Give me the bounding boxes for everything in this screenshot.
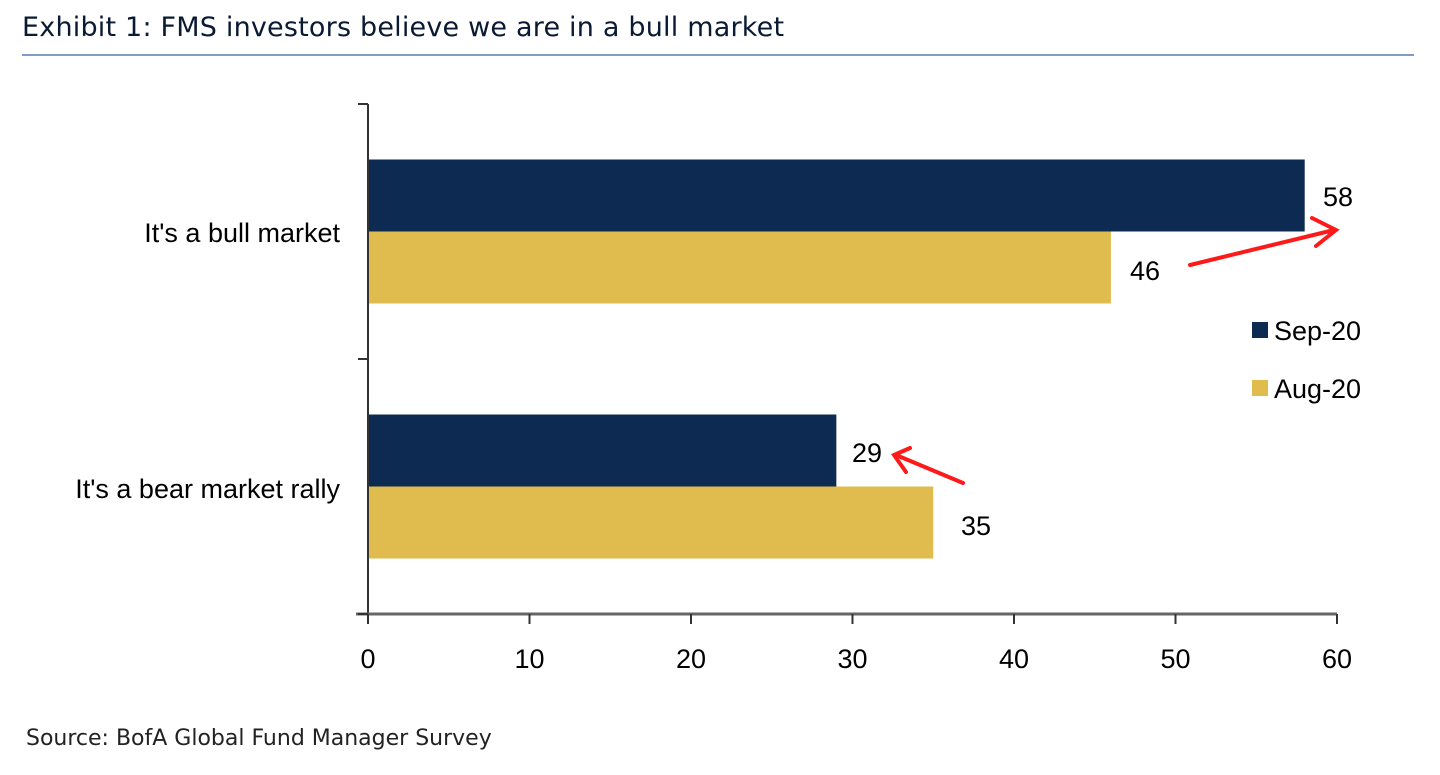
bar-bull-aug-20 [368,231,1111,304]
data-label-bear-aug: 35 [961,511,991,541]
x-tick-label: 0 [360,644,375,674]
arrow-decrease [890,446,965,485]
legend-swatch-aug [1252,380,1268,396]
bar-bear-sep-20 [368,414,837,487]
chart-title: Exhibit 1: FMS investors believe we are … [22,12,785,43]
data-label-bull-aug: 46 [1130,256,1160,286]
category-label-bull: It's a bull market [144,218,340,248]
legend-swatch-sep [1252,322,1268,338]
category-label-bear: It's a bear market rally [75,474,340,504]
arrow-increase [1188,216,1340,267]
legend-label-aug: Aug-20 [1274,374,1361,404]
x-tick-label: 10 [514,644,544,674]
data-label-bear-sep: 29 [852,438,882,468]
x-tick-label: 30 [837,644,867,674]
bar-bull-sep-20 [368,159,1305,232]
legend-label-sep: Sep-20 [1274,316,1361,346]
x-tick-label: 20 [676,644,706,674]
title-divider [22,54,1414,56]
x-tick-label: 50 [1160,644,1190,674]
data-label-bull-sep: 58 [1323,182,1353,212]
source-note: Source: BofA Global Fund Manager Survey [26,726,492,751]
x-tick-label: 60 [1322,644,1352,674]
x-tick-label: 40 [999,644,1029,674]
bar-bear-aug-20 [368,486,934,559]
